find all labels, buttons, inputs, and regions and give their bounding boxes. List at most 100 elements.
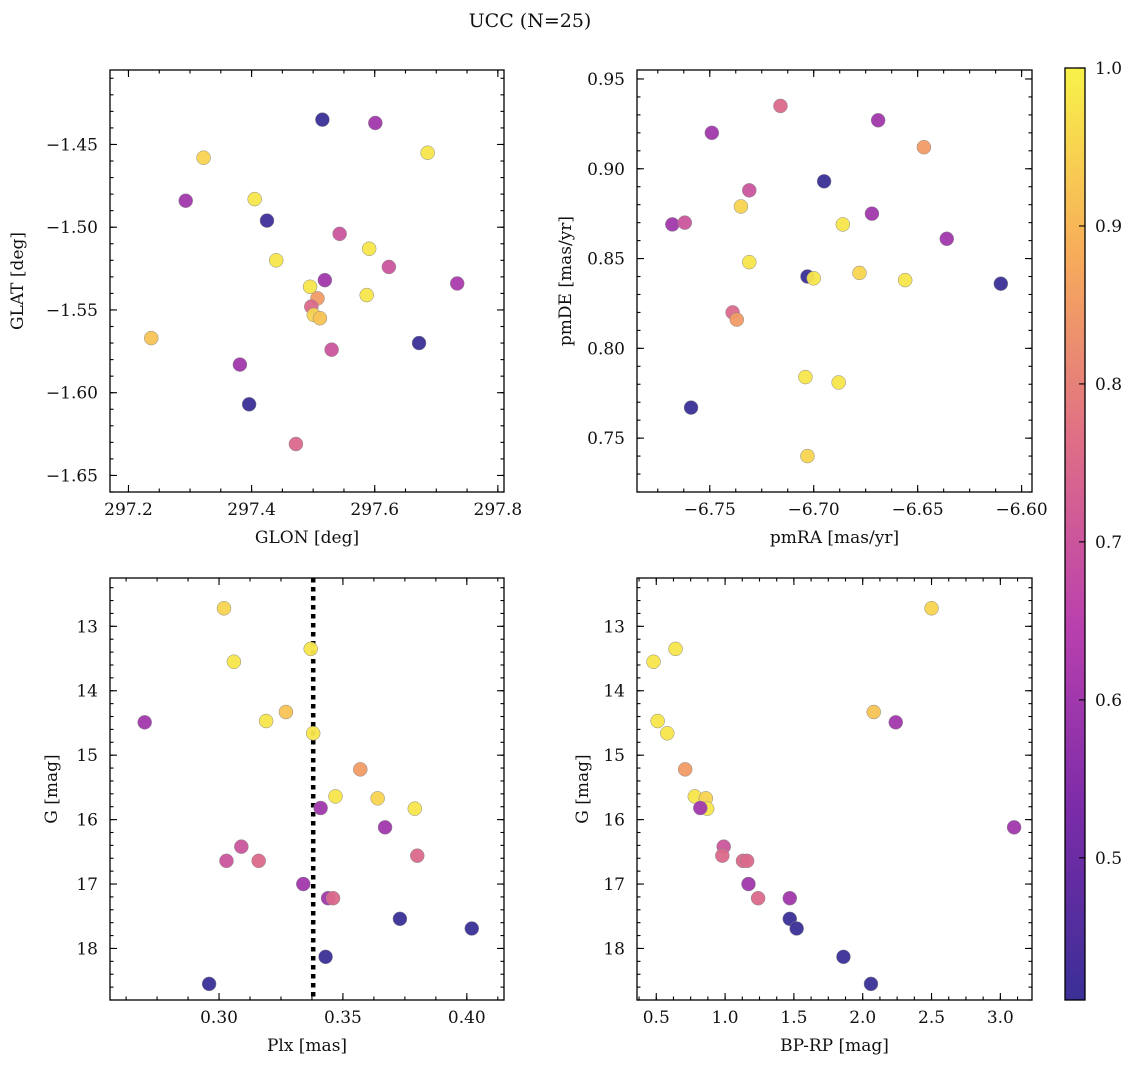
y-tick-label: 15 — [76, 746, 98, 766]
scatter-point — [247, 191, 262, 207]
scatter-point — [317, 272, 333, 288]
x-axis-label: Plx [mas] — [267, 1036, 347, 1056]
panel-plx-g: 0.30 0.35 0.40 13 14 15 16 17 18 Plx [mas] G [mag] — [42, 577, 505, 1056]
scatter-point — [216, 601, 232, 616]
scatter-point — [704, 125, 720, 141]
scatter-point — [897, 272, 913, 288]
scatter-point — [660, 726, 675, 741]
scatter-point — [258, 713, 274, 729]
scatter-point — [359, 287, 374, 303]
scatter-point — [993, 276, 1009, 291]
scatter-point — [646, 654, 661, 670]
scatter-point — [178, 193, 193, 208]
y-axis-label: G [mag] — [573, 754, 593, 823]
panel-pm: −6.75 −6.70 −6.65 −6.60 0.75 0.80 0.85 0.90 0.95… — [556, 69, 1048, 548]
scatter-point — [741, 876, 756, 892]
y-tick-label: −1.50 — [46, 218, 98, 238]
scatter-point — [650, 713, 665, 729]
scatter-point — [241, 397, 257, 412]
scatter-point — [324, 342, 339, 357]
plot-frame — [109, 577, 505, 1001]
scatter-point — [677, 762, 693, 777]
scatter-point — [449, 276, 465, 291]
x-tick-label: 1.5 — [780, 1008, 807, 1028]
x-tick-label: 1.0 — [712, 1008, 739, 1028]
figure-title: UCC (N=25) — [469, 10, 592, 32]
scatter-point — [318, 949, 333, 965]
scatter-point — [305, 726, 321, 741]
scatter-point — [888, 715, 903, 730]
y-tick-label: 0.90 — [587, 160, 625, 180]
scatter-point — [137, 715, 152, 730]
scatter-point — [693, 800, 708, 816]
scatter-point — [742, 254, 757, 270]
x-tick-label: 0.40 — [448, 1008, 486, 1028]
y-tick-label: −1.45 — [46, 135, 98, 155]
scatter-point — [683, 400, 699, 415]
scatter-point — [668, 641, 683, 657]
scatter-point — [733, 199, 749, 214]
y-tick-label: 17 — [76, 875, 98, 895]
scatter-point — [742, 183, 757, 198]
y-axis-label: G [mag] — [42, 754, 62, 823]
x-tick-label: 3.0 — [987, 1008, 1014, 1028]
scatter-point — [863, 976, 879, 992]
y-axis-label: GLAT [deg] — [8, 232, 28, 330]
scatter-point — [750, 890, 766, 906]
colorbar-tick-label: 1.0 — [1095, 59, 1122, 79]
x-tick-label: 0.30 — [200, 1008, 238, 1028]
panel-cmd: 0.5 1.0 1.5 2.0 2.5 3.0 13 14 15 16 17 18 BP-RP [mag… — [573, 577, 1033, 1056]
scatter-point — [219, 853, 234, 869]
scatter-point — [278, 704, 294, 720]
y-tick-label: 0.75 — [587, 429, 625, 449]
x-tick-label: −6.60 — [996, 500, 1048, 520]
y-tick-label: 16 — [603, 811, 625, 831]
panel-glon-glat: 297.2 297.4 297.6 297.8 −1.45 −1.50 −1.55 −1.60… — [8, 69, 522, 548]
colorbar: 0.5 0.6 0.7 0.8 0.9 1.0 — [1064, 59, 1122, 1001]
scatter-point — [773, 98, 788, 114]
x-tick-label: −6.65 — [892, 500, 944, 520]
scatter-point — [370, 791, 385, 806]
x-tick-label: 0.35 — [324, 1008, 362, 1028]
scatter-point — [226, 654, 242, 670]
scatter-point — [420, 145, 435, 160]
scatter-point — [328, 789, 343, 804]
y-tick-label: 18 — [76, 939, 98, 959]
y-tick-label: 16 — [76, 811, 98, 831]
scatter-point — [789, 921, 804, 936]
scatter-point — [392, 911, 408, 927]
scatter-point — [739, 853, 755, 869]
scatter-point — [313, 800, 328, 816]
scatter-point — [232, 357, 248, 372]
scatter-point — [864, 206, 880, 221]
scatter-point — [410, 848, 425, 863]
scatter-point — [866, 704, 881, 720]
plot-frame — [636, 69, 1033, 493]
scatter-point — [407, 801, 423, 816]
scatter-point — [353, 762, 368, 777]
scatter-point — [315, 112, 330, 127]
scatter-point — [201, 976, 217, 992]
scatter-point — [296, 876, 311, 892]
x-tick-label: 2.0 — [849, 1008, 876, 1028]
colorbar-tick-label: 0.8 — [1095, 375, 1122, 395]
x-axis-label: pmRA [mas/yr] — [770, 528, 899, 548]
x-axis-label: GLON [deg] — [255, 528, 359, 548]
x-axis-label: BP-RP [mag] — [780, 1036, 889, 1056]
scatter-point — [715, 848, 730, 863]
scatter-point — [234, 839, 249, 854]
scatter-point — [368, 115, 383, 131]
scatter-point — [196, 150, 211, 165]
y-tick-label: 0.95 — [587, 70, 625, 90]
y-tick-label: −1.60 — [46, 384, 98, 404]
scatter-point — [665, 217, 680, 232]
colorbar-tick-label: 0.6 — [1095, 691, 1122, 711]
y-tick-label: 13 — [603, 617, 625, 637]
y-tick-label: −1.65 — [46, 466, 98, 486]
colorbar-tick-label: 0.9 — [1095, 217, 1122, 237]
scatter-point — [836, 949, 851, 965]
scatter-point — [377, 820, 393, 835]
scatter-point — [916, 139, 932, 155]
plot-frame — [636, 577, 1033, 1001]
